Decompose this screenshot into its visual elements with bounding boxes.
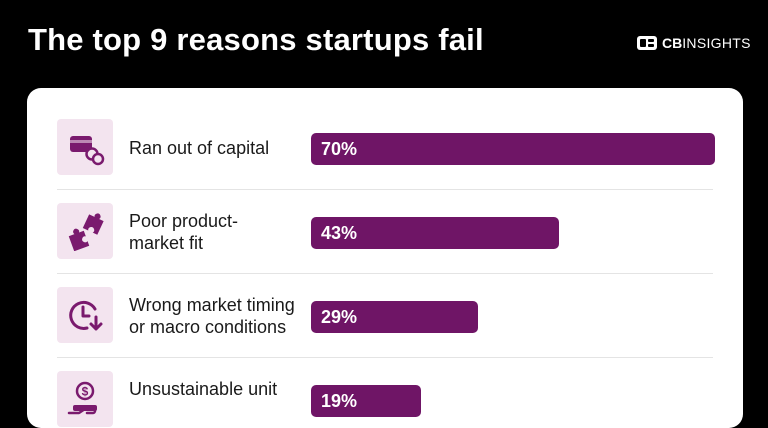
category-label-line: Unsustainable unit [129, 379, 278, 399]
bar: 70% [311, 133, 715, 165]
chart-card: Ran out of capital 70% Poor product-market… [27, 88, 743, 428]
icon-tile: $ [57, 371, 113, 427]
bar-value-label: 70% [321, 139, 358, 159]
bar: 29% [311, 301, 478, 333]
row-divider [57, 189, 713, 190]
category-label-line [129, 400, 277, 422]
icon-tile [57, 203, 113, 259]
brand-bold: CB [662, 35, 683, 51]
chart-row: Poor product-market fit 43% [57, 190, 713, 274]
page-title: The top 9 reasons startups fail [28, 22, 484, 57]
bar: 43% [311, 217, 559, 249]
chart-row: $ Unsustainable unit 19% [57, 358, 713, 428]
category-label-line: market fit [129, 233, 204, 253]
category-label-text: Poor product-market fit [129, 210, 238, 254]
brand-rest: INSIGHTS [682, 35, 751, 51]
category-label: Poor product-market fit [129, 190, 309, 274]
bar-value-label: 19% [321, 391, 358, 411]
category-label-line: or macro conditions [129, 317, 287, 337]
icon-tile [57, 287, 113, 343]
cb-insights-logo: CBINSIGHTS [637, 35, 751, 51]
category-label-line: Ran out of capital [129, 138, 270, 158]
category-label-text: Wrong market timing or macro conditions [129, 294, 295, 338]
bar-value-label: 29% [321, 307, 358, 327]
bar: 19% [311, 385, 421, 417]
row-divider [57, 273, 713, 274]
category-label: Unsustainable unit [129, 358, 309, 428]
category-label-text: Ran out of capital [129, 137, 269, 159]
category-label-line: Wrong market timing [129, 295, 295, 315]
puzzle-pieces-icon [68, 213, 104, 251]
icon-tile [57, 119, 113, 175]
bar-value-label: 43% [321, 223, 358, 243]
category-label-text: Unsustainable unit [129, 378, 277, 422]
category-label: Ran out of capital [129, 106, 309, 190]
category-label: Wrong market timing or macro conditions [129, 274, 309, 358]
wallet-coins-icon [70, 136, 105, 166]
svg-text:$: $ [82, 385, 89, 399]
category-label-line: Poor product- [129, 211, 239, 231]
chart-row: Ran out of capital 70% [57, 106, 715, 190]
brand-wordmark: CBINSIGHTS [662, 35, 751, 51]
cb-logo-mark-icon [637, 36, 657, 50]
money-hand-icon: $ [67, 381, 97, 415]
chart-row: Wrong market timing or macro conditions 29… [57, 274, 713, 358]
clock-arrow-down-icon [69, 300, 103, 331]
row-divider [57, 357, 713, 358]
